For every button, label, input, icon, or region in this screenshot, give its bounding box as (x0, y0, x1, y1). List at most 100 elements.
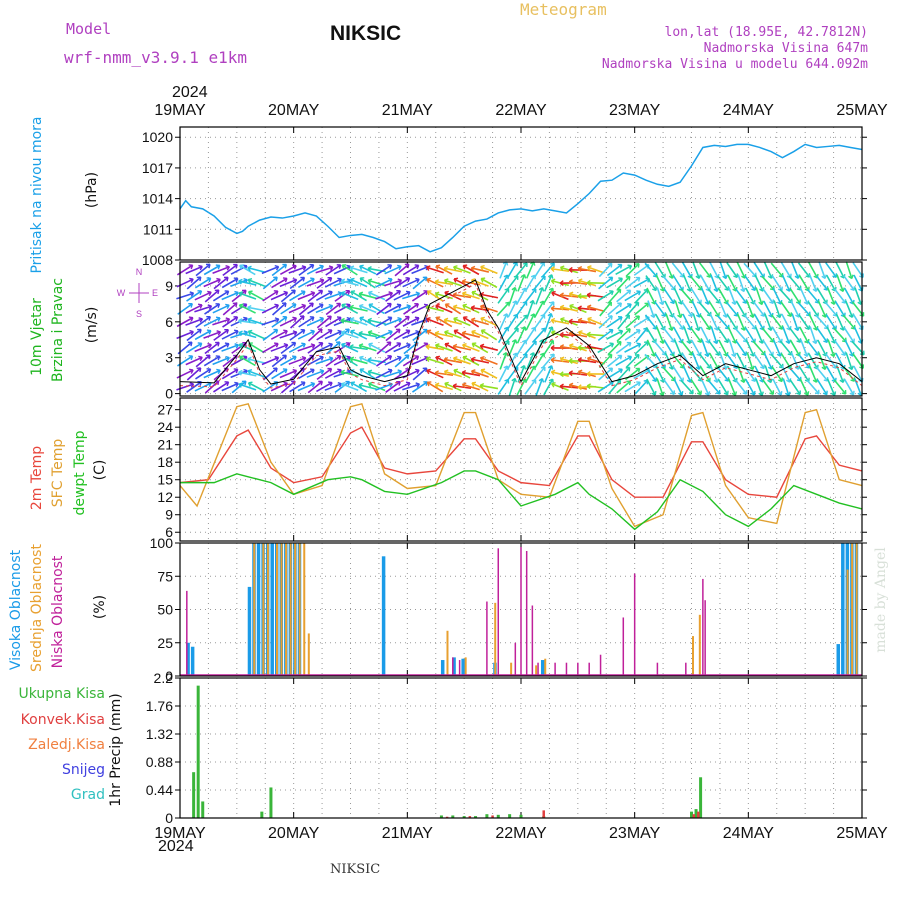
cloud-bar-low_cloud (633, 573, 636, 676)
wind-barb-head (359, 265, 363, 270)
wind-barb (514, 314, 528, 330)
wind-barb (238, 383, 257, 391)
x-date-label-bottom: 25MAY (836, 825, 888, 842)
wind-barb (297, 330, 315, 340)
wind-barb (350, 290, 367, 302)
wind-barb-head (502, 351, 507, 356)
wind-barb-head (346, 316, 351, 320)
wind-barb (551, 267, 570, 273)
wind-barb (334, 328, 350, 342)
wind-barb (462, 332, 480, 338)
wind-barb-head (461, 371, 466, 376)
y-tick-label: 27 (157, 402, 173, 418)
wind-barb (349, 357, 368, 365)
wind-barb (261, 318, 280, 326)
wind-barb (298, 302, 314, 316)
wind-barb-head (274, 303, 279, 306)
wind-barb (385, 328, 401, 342)
legend-hail: Grad (70, 787, 105, 803)
wind-barb-head (189, 291, 194, 294)
wind-barb-head (292, 368, 297, 372)
wind-barb (385, 290, 401, 302)
wind-barb-head (568, 372, 573, 377)
wind-barb (845, 352, 853, 370)
wind-barb (799, 287, 809, 305)
wind-barb (359, 304, 377, 314)
cloud-bar-low_cloud (452, 657, 454, 676)
wind-barb (674, 300, 682, 318)
wind-barb-head (283, 381, 288, 384)
wind-barb-head (752, 313, 756, 318)
wind-barb-head (503, 326, 509, 330)
wind-barb (569, 280, 588, 286)
wind-barb-head (435, 265, 439, 270)
wind-barb (298, 368, 315, 380)
wind-barb (499, 261, 508, 279)
wind-barb (598, 367, 613, 381)
cloud-bar-mid_cloud (855, 543, 858, 676)
wind-barb-head (243, 330, 248, 333)
wind-barb (682, 274, 692, 292)
wind-barb (384, 318, 402, 326)
wind-barb (334, 342, 351, 354)
wind-barb (542, 340, 554, 356)
wind-barb-head (851, 365, 854, 370)
wind-barb (671, 262, 685, 278)
wind-barb (818, 261, 826, 279)
wind-barb-head (780, 390, 783, 396)
wind-barb (306, 279, 324, 287)
wind-barb (833, 327, 847, 343)
wind-barb (606, 330, 623, 340)
wind-barb (770, 262, 784, 278)
wind-barb (533, 352, 545, 370)
wind-barb (525, 274, 536, 292)
wind-barb (435, 383, 453, 391)
wind-barb (646, 287, 656, 305)
y-tick-label: 0 (165, 668, 173, 684)
wind-barb-head (725, 365, 728, 370)
wind-barb (402, 278, 420, 288)
wind-barb (515, 339, 527, 357)
wind-barb-head (453, 278, 457, 283)
wind-barb-head (807, 391, 810, 396)
wind-barb-head (225, 317, 230, 320)
wind-barb (411, 304, 429, 314)
wind-barb (597, 381, 614, 393)
wind-barb (426, 330, 444, 340)
wind-barb (560, 345, 579, 351)
wind-barb-head (247, 370, 251, 375)
wind-barb (633, 368, 650, 380)
wind-barb (279, 317, 297, 327)
wind-barb (607, 288, 622, 304)
wind-barb (806, 340, 820, 356)
wind-barb (297, 277, 315, 289)
wind-barb-head (341, 264, 345, 270)
wind-barb-head (225, 303, 230, 306)
cloud-bar-low_cloud (531, 605, 534, 676)
wind-barb (762, 379, 774, 395)
wind-barb-head (548, 287, 554, 291)
wind-barb-head (752, 365, 755, 370)
y-tick-label: 0 (165, 386, 173, 402)
wind-barb (271, 263, 287, 277)
wind-barb-head (577, 267, 582, 272)
wind-barb (262, 276, 278, 290)
wind-barb (798, 314, 810, 330)
wind-barb (471, 267, 490, 273)
wind-barb-head (530, 365, 535, 369)
wind-barb (560, 306, 579, 312)
legend-snow: Snijeg (61, 762, 105, 778)
wind-barb (508, 378, 516, 396)
wind-barb (435, 332, 454, 338)
wind-barb (514, 262, 528, 278)
y-tick-label: 18 (157, 454, 173, 470)
wind-barb (298, 354, 314, 368)
wind-barb-head (310, 343, 315, 346)
wind-barb (815, 314, 829, 330)
wind-barb (247, 306, 266, 312)
wind-barb (781, 313, 791, 331)
wind-barb (248, 342, 265, 354)
wind-barb (735, 340, 747, 356)
wind-barb (843, 327, 855, 343)
